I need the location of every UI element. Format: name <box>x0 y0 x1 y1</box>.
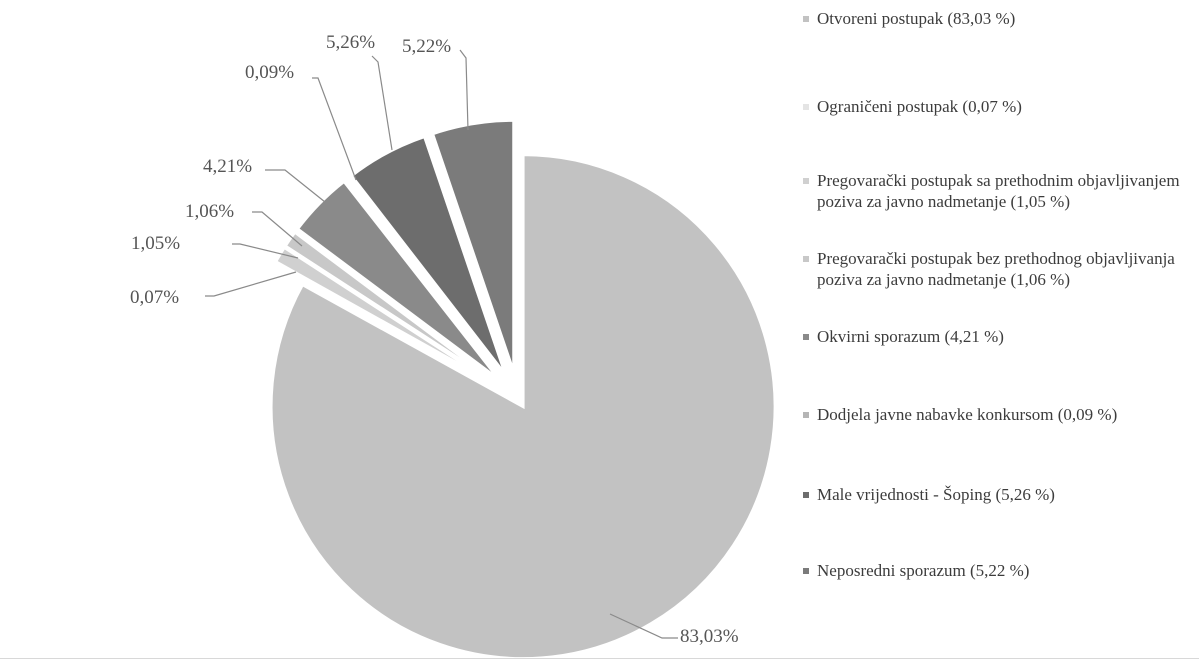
legend-text-7: Neposredni sporazum (5,22 %) <box>817 561 1030 580</box>
legend-text-2: Pregovarački postupak sa prethodnim obja… <box>817 171 1180 211</box>
legend-swatch-1 <box>803 104 809 110</box>
pie-slice-5 <box>344 176 504 379</box>
legend-swatch-3 <box>803 256 809 262</box>
legend-item-0: Otvoreni postupak (83,03 %) <box>803 8 1015 29</box>
pie-slices <box>269 118 777 661</box>
legend-text-0: Otvoreni postupak (83,03 %) <box>817 9 1016 28</box>
pie-slice-6 <box>349 134 508 377</box>
leader-line-1 <box>205 271 297 297</box>
leader-line-6 <box>371 55 393 151</box>
pie-chart: 83,03% 0,07% 1,05% 1,06% 4,21% 0,09% 5,26% 5,22… <box>130 32 777 661</box>
legend-text-1: Ograničeni postupak (0,07 %) <box>817 97 1022 116</box>
slice-label-6: 5,26% <box>326 32 375 53</box>
pie-slice-7 <box>430 118 516 373</box>
leader-line-7 <box>459 49 469 131</box>
legend-swatch-5 <box>803 412 809 418</box>
pie-leader-lines <box>205 49 678 639</box>
slice-label-5: 0,09% <box>245 62 294 83</box>
legend-item-2: Pregovarački postupak sa prethodnim obja… <box>803 170 1199 212</box>
leader-line-2 <box>232 243 299 259</box>
slice-label-1: 0,07% <box>130 287 179 308</box>
slice-label-2: 1,05% <box>131 233 180 254</box>
pie-slice-3 <box>283 230 498 385</box>
legend-text-5: Dodjela javne nabavke konkursom (0,09 %) <box>817 405 1118 424</box>
leader-line-5 <box>312 77 357 181</box>
leader-line-4 <box>265 169 336 211</box>
slice-label-4: 4,21% <box>203 156 252 177</box>
legend-swatch-6 <box>803 492 809 498</box>
legend-item-1: Ograničeni postupak (0,07 %) <box>803 96 1022 117</box>
legend-swatch-2 <box>803 178 809 184</box>
slice-label-0: 83,03% <box>680 626 739 647</box>
legend-text-3: Pregovarački postupak bez prethodnog obj… <box>817 249 1175 289</box>
pie-slice-2 <box>273 245 497 386</box>
bottom-divider <box>0 658 1199 659</box>
chart-legend: Otvoreni postupak (83,03 %) Ograničeni po… <box>803 0 1199 668</box>
legend-item-7: Neposredni sporazum (5,22 %) <box>803 560 1029 581</box>
leader-line-0 <box>609 613 678 639</box>
legend-item-5: Dodjela javne nabavke konkursom (0,09 %) <box>803 404 1117 425</box>
pie-slice-4 <box>295 179 501 382</box>
legend-swatch-7 <box>803 568 809 574</box>
legend-item-3: Pregovarački postupak bez prethodnog obj… <box>803 248 1199 290</box>
pie-data-labels: 83,03% 0,07% 1,05%1,06% 4,21% 0,09% 5,26% 5,22… <box>130 32 739 647</box>
legend-item-4: Okvirni sporazum (4,21 %) <box>803 326 1004 347</box>
pie-slice-0 <box>269 153 777 661</box>
legend-item-6: Male vrijednosti - Šoping (5,26 %) <box>803 484 1055 505</box>
slice-label-3: 1,06% <box>185 201 234 222</box>
pie-chart-svg: 83,03% 0,07% 1,05%1,06% 4,21% 0,09% 5,26% 5,22… <box>130 32 777 661</box>
legend-text-4: Okvirni sporazum (4,21 %) <box>817 327 1004 346</box>
legend-swatch-0 <box>803 16 809 22</box>
legend-text-6: Male vrijednosti - Šoping (5,26 %) <box>817 485 1055 504</box>
slice-label-7: 5,22% <box>402 36 451 57</box>
legend-swatch-4 <box>803 334 809 340</box>
leader-line-3 <box>252 211 303 247</box>
